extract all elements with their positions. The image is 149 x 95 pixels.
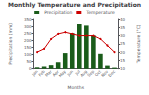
svg-text:15: 15: [120, 58, 126, 63]
svg-text:Temperature (°C): Temperature (°C): [136, 24, 141, 64]
svg-text:Jun: Jun: [65, 69, 74, 78]
svg-text:Months: Months: [68, 85, 85, 90]
svg-text:250: 250: [24, 31, 32, 36]
svg-text:Sep: Sep: [86, 68, 96, 78]
svg-text:40: 40: [120, 17, 126, 22]
svg-text:150: 150: [24, 45, 32, 50]
svg-text:Jan: Jan: [30, 68, 39, 77]
svg-text:50: 50: [26, 59, 32, 64]
svg-text:100: 100: [24, 52, 32, 57]
svg-text:35: 35: [120, 25, 126, 30]
svg-text:300: 300: [24, 24, 32, 29]
svg-text:0: 0: [29, 66, 32, 71]
svg-text:Aug: Aug: [79, 68, 89, 78]
svg-text:20: 20: [120, 50, 126, 55]
svg-text:Feb: Feb: [37, 68, 46, 78]
svg-text:30: 30: [120, 33, 126, 38]
svg-text:Precipitation: Precipitation: [44, 10, 72, 15]
svg-text:Apr: Apr: [51, 68, 60, 78]
svg-text:Oct: Oct: [93, 68, 103, 78]
svg-text:10: 10: [120, 66, 126, 71]
svg-text:200: 200: [24, 38, 32, 43]
svg-text:Jul: Jul: [74, 68, 82, 76]
svg-text:Mar: Mar: [44, 68, 53, 78]
svg-text:May: May: [57, 68, 67, 79]
svg-text:Dec: Dec: [107, 69, 116, 78]
svg-text:350: 350: [24, 17, 32, 22]
svg-text:25: 25: [120, 41, 126, 46]
svg-text:Nov: Nov: [100, 68, 110, 78]
svg-text:Temperature: Temperature: [85, 10, 115, 15]
svg-text:Monthly Temperature and Precip: Monthly Temperature and Precipitation: [8, 1, 141, 9]
svg-text:Precipitation (mm): Precipitation (mm): [8, 23, 13, 65]
